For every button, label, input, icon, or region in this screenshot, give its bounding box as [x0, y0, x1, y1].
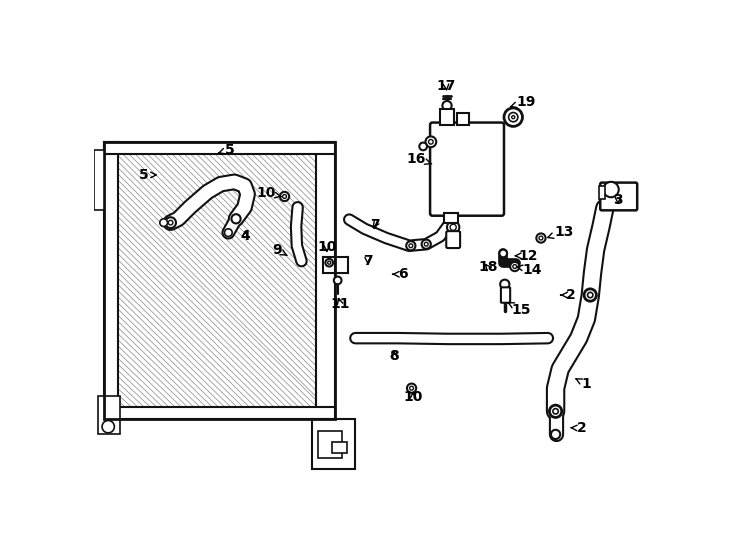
Bar	[104, 142, 118, 419]
FancyBboxPatch shape	[430, 123, 504, 215]
Bar	[440, 110, 454, 125]
Circle shape	[225, 229, 232, 237]
Text: 2: 2	[571, 421, 587, 435]
Text: 7: 7	[370, 218, 379, 232]
Text: 5: 5	[139, 168, 156, 182]
Circle shape	[409, 244, 413, 248]
Bar	[444, 213, 458, 222]
Bar	[90, 177, 104, 186]
FancyBboxPatch shape	[600, 183, 637, 211]
Circle shape	[443, 101, 451, 110]
Text: 16: 16	[407, 152, 432, 166]
Bar	[98, 396, 120, 434]
Circle shape	[550, 405, 562, 417]
Bar	[94, 150, 104, 210]
Text: 10: 10	[404, 390, 423, 404]
Circle shape	[499, 249, 507, 257]
Circle shape	[165, 217, 176, 228]
Circle shape	[539, 236, 543, 240]
Circle shape	[553, 409, 559, 414]
Bar	[104, 407, 335, 419]
Bar	[319, 430, 341, 457]
Circle shape	[102, 421, 115, 433]
Circle shape	[450, 224, 457, 231]
Circle shape	[406, 241, 415, 251]
Circle shape	[512, 116, 515, 119]
Circle shape	[421, 240, 431, 249]
Text: 4: 4	[241, 229, 250, 243]
Circle shape	[231, 214, 241, 224]
Bar	[104, 142, 335, 154]
Circle shape	[334, 276, 341, 284]
Circle shape	[587, 292, 593, 298]
Circle shape	[500, 280, 509, 289]
Bar	[90, 195, 104, 205]
Circle shape	[327, 261, 331, 264]
Circle shape	[537, 233, 545, 242]
Bar	[332, 442, 347, 453]
Text: 10: 10	[317, 240, 337, 253]
Text: 18: 18	[478, 260, 498, 274]
Circle shape	[419, 143, 427, 150]
Bar	[316, 142, 335, 419]
Circle shape	[584, 289, 597, 301]
Circle shape	[424, 242, 428, 246]
Text: 19: 19	[511, 94, 536, 109]
Circle shape	[551, 430, 560, 439]
Circle shape	[447, 221, 459, 233]
Text: 17: 17	[437, 79, 456, 93]
Circle shape	[283, 194, 286, 198]
Bar	[457, 113, 469, 125]
Bar	[599, 186, 605, 199]
Bar	[90, 157, 104, 166]
Circle shape	[160, 219, 167, 226]
Circle shape	[168, 220, 173, 225]
Circle shape	[504, 108, 523, 126]
Text: 10: 10	[257, 186, 282, 200]
Circle shape	[603, 182, 619, 197]
Circle shape	[325, 259, 333, 267]
FancyBboxPatch shape	[501, 287, 510, 303]
Text: 13: 13	[548, 225, 573, 239]
Text: 6: 6	[393, 267, 408, 281]
Text: 5: 5	[219, 143, 234, 157]
Text: 14: 14	[517, 262, 542, 276]
Text: 1: 1	[576, 377, 592, 392]
Circle shape	[280, 192, 289, 201]
Circle shape	[513, 265, 517, 268]
Text: 7: 7	[363, 254, 373, 268]
Circle shape	[510, 262, 520, 271]
Text: 9: 9	[272, 242, 287, 256]
Bar	[104, 142, 335, 419]
Circle shape	[426, 137, 436, 147]
Text: 2: 2	[561, 288, 576, 302]
Bar	[312, 419, 355, 469]
Text: 11: 11	[330, 296, 349, 310]
Circle shape	[407, 383, 416, 393]
Text: 15: 15	[509, 302, 531, 316]
Text: 3: 3	[613, 193, 622, 206]
Circle shape	[429, 139, 433, 144]
FancyBboxPatch shape	[446, 231, 460, 248]
Text: 8: 8	[389, 349, 399, 363]
Circle shape	[509, 112, 518, 122]
Text: 12: 12	[515, 249, 538, 263]
Circle shape	[410, 386, 413, 390]
